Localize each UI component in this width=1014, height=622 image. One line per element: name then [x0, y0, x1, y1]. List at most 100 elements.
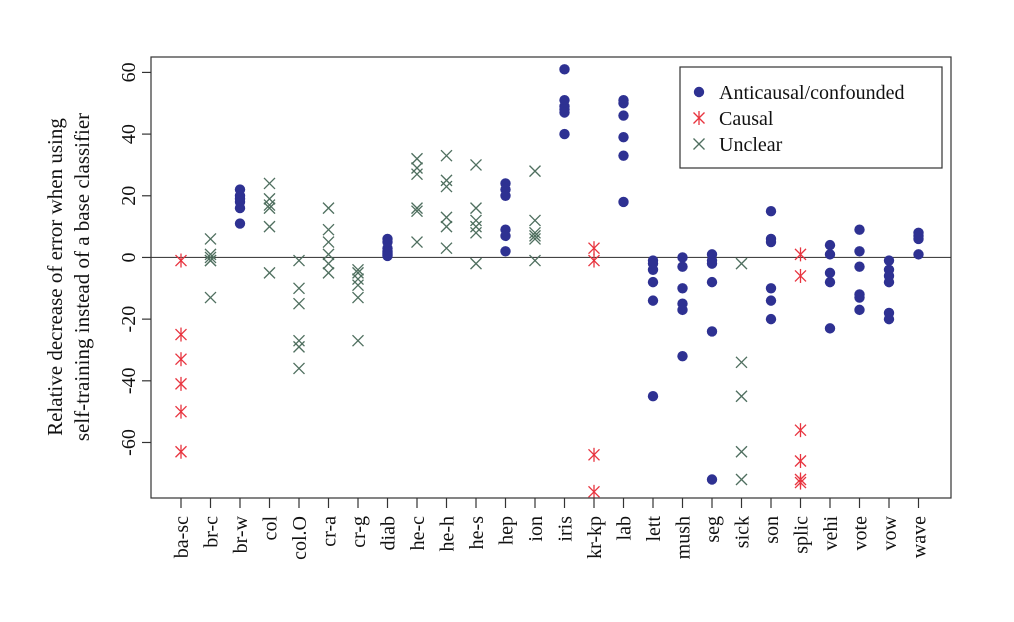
- data-point: [204, 254, 217, 267]
- data-point: [677, 252, 688, 263]
- legend-label: Unclear: [719, 134, 783, 156]
- data-point: [293, 254, 305, 267]
- data-point: [263, 266, 276, 279]
- x-tick-label: cr-g: [348, 516, 370, 548]
- data-point: [677, 283, 688, 294]
- data-point: [765, 205, 777, 217]
- data-point: [322, 223, 335, 236]
- x-tick-label: sick: [732, 516, 754, 548]
- y-axis-title-line-2: self-training instead of a base classifi…: [70, 113, 94, 441]
- data-point: [618, 98, 629, 109]
- x-tick-label: vow: [879, 515, 901, 550]
- x-tick-label: son: [761, 516, 783, 544]
- data-point: [588, 241, 600, 256]
- x-tick-label: lett: [643, 516, 665, 542]
- data-point: [352, 291, 364, 304]
- legend-label: Anticausal/confounded: [719, 82, 905, 104]
- y-tick-label: 40: [118, 124, 140, 144]
- data-point: [854, 246, 865, 257]
- series-unclear: [204, 149, 748, 486]
- data-point: [735, 473, 748, 486]
- data-point: [352, 334, 364, 347]
- data-point: [618, 196, 629, 208]
- data-point: [352, 266, 364, 279]
- data-point: [470, 214, 482, 227]
- data-point: [293, 362, 305, 375]
- data-point: [647, 264, 659, 275]
- data-point: [647, 295, 659, 306]
- data-point: [440, 211, 453, 224]
- data-point: [706, 258, 718, 269]
- y-axis-title-line-1: Relative decrease of error when using: [43, 118, 67, 436]
- data-point: [470, 220, 482, 233]
- x-tick-label: mush: [673, 516, 695, 559]
- x-tick-label: br-w: [230, 515, 252, 553]
- plot-frame: [150, 56, 952, 499]
- x-tick-label: hep: [496, 516, 518, 545]
- x-axis: ba-sc br-c br-w col col.O cr-a cr-g diab he-c he-…: [171, 498, 931, 560]
- data-point: [411, 236, 423, 248]
- data-point: [204, 251, 217, 264]
- x-tick-label: lab: [614, 516, 636, 540]
- data-point: [204, 291, 217, 304]
- data-point: [618, 110, 629, 121]
- data-point: [559, 64, 570, 75]
- data-point: [411, 152, 423, 165]
- data-point: [411, 205, 423, 218]
- data-points: [175, 64, 924, 499]
- data-point: [735, 257, 748, 270]
- data-point: [913, 233, 924, 245]
- y-tick-label: -20: [118, 306, 140, 333]
- legend-box: [679, 66, 943, 169]
- data-point: [470, 202, 482, 215]
- data-point: [440, 174, 453, 187]
- data-point: [647, 276, 659, 288]
- data-point: [352, 263, 364, 276]
- x-tick-label: he-c: [407, 516, 429, 551]
- data-point: [677, 261, 688, 272]
- data-point: [175, 352, 187, 367]
- data-point: [529, 229, 541, 242]
- x-tick-label: ba-sc: [171, 516, 193, 558]
- data-point: [322, 257, 335, 270]
- data-point: [529, 254, 541, 267]
- data-point: [352, 279, 364, 292]
- y-axis: 60 40 20 0 -20 -40 -60: [118, 62, 151, 456]
- data-point: [706, 474, 718, 485]
- data-point: [735, 356, 748, 369]
- data-point: [559, 107, 570, 118]
- x-tick-label: cr-a: [319, 516, 341, 547]
- data-point: [263, 192, 276, 205]
- data-point: [204, 232, 217, 245]
- data-point: [293, 334, 305, 347]
- data-point: [352, 273, 364, 286]
- data-point: [440, 242, 453, 255]
- data-point: [765, 236, 777, 248]
- data-point: [588, 447, 600, 462]
- data-point: [263, 220, 276, 233]
- x-tick-label: kr-kp: [584, 516, 606, 559]
- data-point: [322, 266, 335, 279]
- data-point: [765, 313, 777, 325]
- data-point: [854, 224, 865, 235]
- data-point: [293, 297, 305, 310]
- data-point: [440, 220, 453, 233]
- data-point: [175, 253, 187, 268]
- data-point: [794, 423, 807, 438]
- y-tick-label: 0: [118, 252, 140, 262]
- y-tick-label: -60: [118, 429, 140, 456]
- data-point: [263, 177, 276, 190]
- data-point: [588, 484, 600, 499]
- data-point: [824, 249, 836, 260]
- data-point: [824, 239, 836, 251]
- data-point: [293, 282, 305, 295]
- y-axis-title: Relative decrease of error when using se…: [43, 113, 94, 441]
- data-point: [529, 214, 541, 227]
- data-point: [500, 246, 511, 257]
- x-tick-label: iris: [555, 516, 577, 542]
- y-tick-label: -40: [118, 367, 140, 394]
- series-causal: [175, 241, 807, 499]
- data-point: [618, 131, 629, 143]
- data-point: [500, 230, 511, 242]
